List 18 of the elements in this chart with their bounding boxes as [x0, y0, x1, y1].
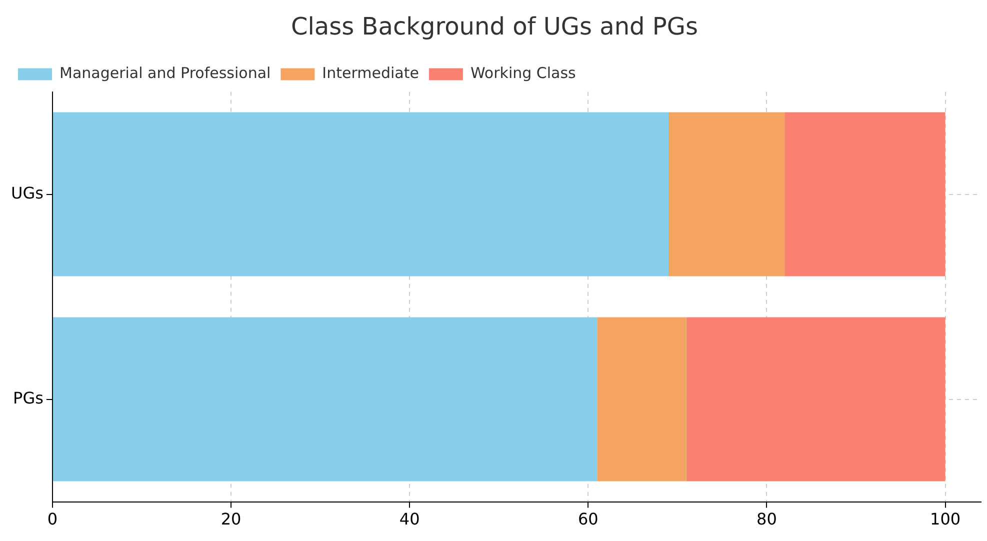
x-tick-label: 0	[47, 510, 58, 529]
bar	[686, 317, 946, 482]
bar	[668, 112, 785, 276]
bar	[784, 112, 946, 276]
y-tick-label: UGs	[10, 183, 44, 202]
x-tick-label: 80	[756, 510, 777, 529]
y-tick-label: PGs	[13, 388, 44, 408]
bar	[52, 317, 598, 482]
legend-label: Intermediate	[322, 64, 419, 82]
x-tick-label: 100	[930, 510, 961, 529]
bar	[52, 112, 669, 276]
legend-label: Managerial and Professional	[60, 64, 271, 82]
legend-label: Working Class	[470, 64, 576, 82]
x-tick-label: 40	[399, 510, 420, 529]
bar	[597, 317, 686, 482]
x-tick-label: 60	[578, 510, 598, 529]
x-tick-label: 20	[220, 510, 242, 529]
chart-title: Class Background of UGs and PGs	[291, 12, 698, 41]
